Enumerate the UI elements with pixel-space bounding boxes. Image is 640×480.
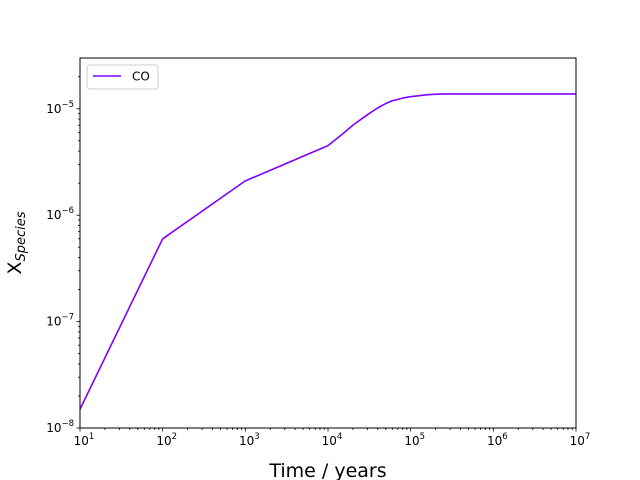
x-tick-label-exponent: 3 [254,432,259,442]
legend-label: CO [132,70,150,84]
x-tick-label: 103 [239,432,260,448]
y-tick-label-exponent: −7 [61,313,74,323]
legend: CO [86,64,159,90]
x-tick-label: 104 [322,432,343,448]
legend-box [86,64,159,90]
series-layer [79,93,576,410]
series-line-co [79,93,576,410]
plot-area [80,58,576,428]
y-tick-label-base: 10 [46,421,61,435]
x-tick-label-base: 10 [487,434,502,448]
x-tick-label-base: 10 [74,434,89,448]
y-axis-label-main: X [4,262,26,275]
y-tick-label: 10−5 [46,100,74,116]
x-tick-label-exponent: 2 [172,432,177,442]
y-tick-label-base: 10 [46,315,61,329]
y-tick-label-base: 10 [46,208,61,222]
x-tick-label-exponent: 7 [585,432,590,442]
x-tick-label-base: 10 [570,434,585,448]
x-tick-label-base: 10 [156,434,171,448]
x-tick-label-base: 10 [239,434,254,448]
y-tick-label: 10−7 [46,313,74,329]
x-tick-label: 101 [74,432,95,448]
x-tick-label-base: 10 [322,434,337,448]
y-tick-label-exponent: −5 [61,100,74,110]
x-tick-label-exponent: 5 [420,432,425,442]
y-tick-label-base: 10 [46,102,61,116]
x-axis-label: Time / years [268,460,386,480]
x-tick-label-base: 10 [404,434,419,448]
x-tick-label: 105 [404,432,425,448]
x-tick-label-exponent: 1 [89,432,94,442]
x-tick-label-exponent: 4 [337,432,342,442]
y-tick-label: 10−6 [46,206,74,222]
y-axis-label: XSpecies [4,211,29,274]
x-tick-label: 106 [487,432,508,448]
y-axis-label-sub: Species [14,211,29,261]
x-tick-label: 102 [156,432,177,448]
plot-frame [79,57,577,429]
y-tick-label-exponent: −8 [61,419,74,429]
x-tick-label: 107 [570,432,591,448]
y-tick-label-exponent: −6 [61,206,74,216]
x-tick-label-exponent: 6 [502,432,507,442]
y-tick-label: 10−8 [46,419,74,435]
